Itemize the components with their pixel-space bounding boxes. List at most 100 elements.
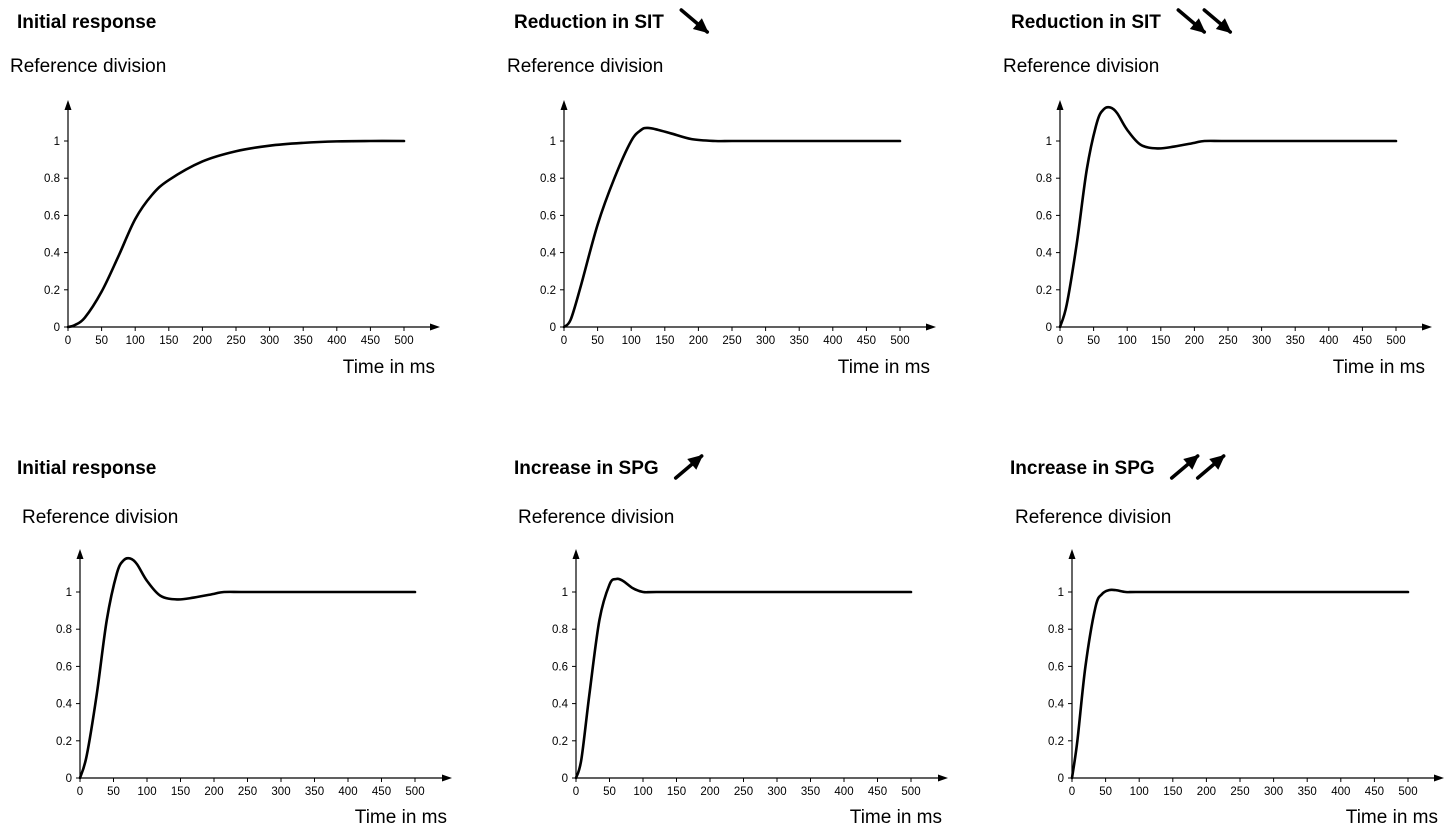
title-arrow-head-0 xyxy=(1183,454,1200,470)
chart-panel-2: Reduction in SIT Reference division 0 0.2 0.… xyxy=(507,8,936,378)
x-tick-label: 50 xyxy=(95,335,108,347)
y-axis-arrowhead xyxy=(572,549,580,559)
x-tick-label: 350 xyxy=(294,335,313,347)
x-tick-label: 50 xyxy=(603,786,616,798)
y-tick-label: 0.8 xyxy=(552,624,568,636)
x-tick-label: 150 xyxy=(1151,335,1170,347)
y-axis-arrowhead xyxy=(1056,100,1064,110)
y-tick-label: 1 xyxy=(54,136,60,148)
x-tick-label: 100 xyxy=(126,335,145,347)
response-curve-line xyxy=(66,139,406,329)
x-tick-label: 0 xyxy=(1069,786,1075,798)
response-curve-line xyxy=(1070,588,1410,780)
x-tick-label: 100 xyxy=(622,335,641,347)
y-tick-label: 1 xyxy=(562,587,568,599)
chart-panel-4: Initial response Reference division 0 0.2 0.… xyxy=(17,458,452,827)
x-axis-label: Time in ms xyxy=(1333,357,1425,378)
x-tick-label: 200 xyxy=(689,335,708,347)
y-tick-label: 0.2 xyxy=(552,736,568,748)
chart-panel-1: Initial response Reference division 0 0.2 0.… xyxy=(10,12,440,378)
x-tick-label: 50 xyxy=(107,786,120,798)
x-tick-label: 150 xyxy=(1163,786,1182,798)
y-tick-label: 0.4 xyxy=(1048,699,1065,711)
y-tick-label: 0.8 xyxy=(1048,624,1064,636)
panel-title: Reduction in SIT xyxy=(1011,12,1161,33)
title-arrow-head-0 xyxy=(687,454,704,470)
y-tick-label: 0.2 xyxy=(1048,736,1064,748)
x-tick-label: 400 xyxy=(327,335,346,347)
response-curve-line xyxy=(78,556,417,780)
y-tick-label: 0.8 xyxy=(56,624,72,636)
title-arrow-head-0 xyxy=(692,18,709,34)
response-curve-line xyxy=(1058,105,1398,329)
y-tick-label: 0.2 xyxy=(540,285,556,297)
x-axis-arrowhead xyxy=(1434,774,1444,782)
title-arrow-head-0 xyxy=(1189,18,1206,34)
y-axis-label: Reference division xyxy=(1003,56,1159,77)
x-tick-label: 350 xyxy=(801,786,820,798)
x-tick-label: 100 xyxy=(633,786,652,798)
y-tick-label: 1 xyxy=(550,136,556,148)
x-tick-label: 300 xyxy=(260,335,279,347)
x-tick-label: 0 xyxy=(77,786,83,798)
x-axis-arrowhead xyxy=(938,774,948,782)
y-tick-label: 0.8 xyxy=(1036,173,1052,185)
y-axis-label: Reference division xyxy=(1015,507,1171,528)
y-axis-arrowhead xyxy=(76,549,84,559)
x-tick-label: 0 xyxy=(65,335,71,347)
x-tick-label: 400 xyxy=(1331,786,1350,798)
x-tick-label: 0 xyxy=(573,786,579,798)
y-tick-label: 1 xyxy=(66,587,72,599)
x-axis-label: Time in ms xyxy=(355,807,447,827)
y-tick-label: 0 xyxy=(54,322,60,334)
x-tick-label: 350 xyxy=(1286,335,1305,347)
y-axis-arrowhead xyxy=(560,100,568,110)
y-tick-label: 0.8 xyxy=(540,173,556,185)
x-tick-label: 400 xyxy=(338,786,357,798)
y-tick-label: 0.2 xyxy=(44,285,60,297)
x-tick-label: 400 xyxy=(1319,335,1338,347)
x-tick-label: 300 xyxy=(1264,786,1283,798)
y-tick-label: 0.2 xyxy=(1036,285,1052,297)
x-tick-label: 250 xyxy=(226,335,245,347)
y-tick-label: 0.4 xyxy=(44,248,61,260)
x-tick-label: 0 xyxy=(561,335,567,347)
x-tick-label: 400 xyxy=(823,335,842,347)
x-tick-label: 100 xyxy=(137,786,156,798)
x-tick-label: 500 xyxy=(901,786,920,798)
x-axis-arrowhead xyxy=(1422,323,1432,331)
y-tick-label: 0 xyxy=(1046,322,1052,334)
x-tick-label: 250 xyxy=(722,335,741,347)
panel-title: Increase in SPG xyxy=(514,458,659,479)
x-tick-label: 350 xyxy=(1298,786,1317,798)
x-tick-label: 300 xyxy=(271,786,290,798)
y-tick-label: 0.4 xyxy=(540,248,557,260)
x-tick-label: 250 xyxy=(1230,786,1249,798)
y-axis-arrowhead xyxy=(64,100,72,110)
y-tick-label: 0.6 xyxy=(1048,661,1064,673)
x-tick-label: 450 xyxy=(361,335,380,347)
x-axis-label: Time in ms xyxy=(850,807,942,827)
x-tick-label: 250 xyxy=(238,786,257,798)
y-axis-arrowhead xyxy=(1068,549,1076,559)
x-axis-label: Time in ms xyxy=(838,357,930,378)
x-tick-label: 50 xyxy=(591,335,604,347)
x-axis-arrowhead xyxy=(430,323,440,331)
chart-panel-3: Reduction in SIT Reference division 0 0.2 0.… xyxy=(1003,8,1432,378)
panel-title: Initial response xyxy=(17,12,156,33)
response-curve-line xyxy=(562,126,902,329)
x-axis-arrowhead xyxy=(442,774,452,782)
x-tick-label: 500 xyxy=(890,335,909,347)
y-tick-label: 0.4 xyxy=(552,699,569,711)
x-tick-label: 200 xyxy=(193,335,212,347)
x-tick-label: 300 xyxy=(1252,335,1271,347)
chart-panel-6: Increase in SPG Reference division 0 0.2 0.4… xyxy=(1010,454,1444,827)
y-tick-label: 0.4 xyxy=(56,699,73,711)
x-tick-label: 500 xyxy=(1386,335,1405,347)
x-tick-label: 500 xyxy=(394,335,413,347)
panel-title: Initial response xyxy=(17,458,156,479)
y-tick-label: 0.8 xyxy=(44,173,60,185)
x-tick-label: 150 xyxy=(667,786,686,798)
y-tick-label: 0 xyxy=(66,773,72,785)
